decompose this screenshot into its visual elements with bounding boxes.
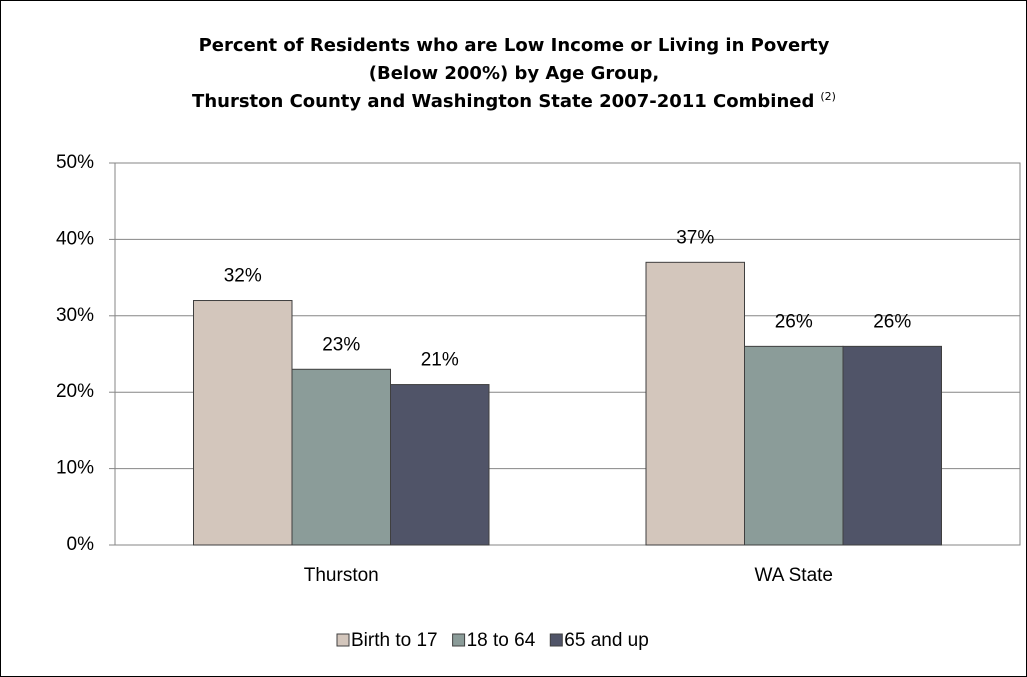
legend-label: Birth to 17 bbox=[351, 630, 438, 651]
value-label: 23% bbox=[322, 334, 360, 355]
y-tick-label: 0% bbox=[67, 534, 95, 555]
bar bbox=[390, 384, 490, 546]
chart-title-line: Thurston County and Washington State 200… bbox=[192, 91, 814, 112]
title-note: (2) bbox=[820, 90, 836, 103]
x-tick-label: WA State bbox=[755, 565, 834, 586]
legend-swatch bbox=[452, 633, 466, 647]
chart-title: Percent of Residents who are Low Income … bbox=[199, 35, 830, 56]
legend-label: 18 to 64 bbox=[467, 630, 536, 651]
value-label: 26% bbox=[775, 311, 813, 332]
value-label: 26% bbox=[873, 311, 911, 332]
bar bbox=[842, 345, 942, 546]
chart-title: Thurston County and Washington State 200… bbox=[192, 90, 836, 112]
bar bbox=[645, 261, 745, 546]
chart-title: (Below 200%) by Age Group, bbox=[369, 63, 659, 84]
legend-swatch bbox=[336, 633, 350, 647]
y-tick-label: 40% bbox=[56, 228, 94, 249]
bar bbox=[744, 345, 844, 546]
value-label: 32% bbox=[224, 266, 262, 287]
legend-swatch bbox=[549, 633, 563, 647]
y-tick-label: 30% bbox=[56, 305, 94, 326]
value-label: 21% bbox=[421, 350, 459, 371]
y-tick-label: 50% bbox=[56, 152, 94, 173]
y-tick-label: 10% bbox=[56, 458, 94, 479]
bar bbox=[193, 300, 293, 546]
x-tick-label: Thurston bbox=[304, 565, 379, 586]
legend-label: 65 and up bbox=[564, 630, 649, 651]
value-label: 37% bbox=[676, 227, 714, 248]
chart-title-line: Percent of Residents who are Low Income … bbox=[199, 35, 830, 56]
chart-title-line: (Below 200%) by Age Group, bbox=[369, 63, 659, 84]
y-tick-label: 20% bbox=[56, 381, 94, 402]
bar bbox=[291, 368, 391, 546]
